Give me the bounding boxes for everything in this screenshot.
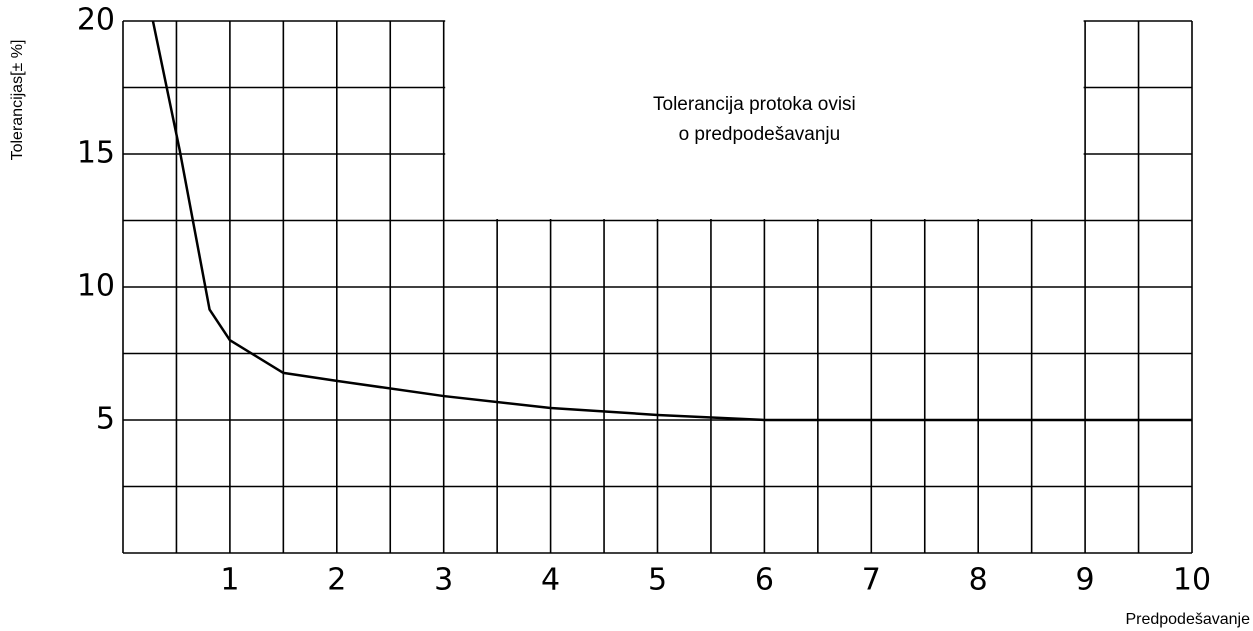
y-tick-label: 15 xyxy=(77,136,115,171)
annotation: o predpodešavanju xyxy=(679,124,841,145)
y-axis-label: Tolerancijas[± %] xyxy=(9,40,26,161)
x-tick-label: 5 xyxy=(648,563,667,598)
annotation-box xyxy=(445,17,1084,219)
y-tick-label: 10 xyxy=(77,269,115,304)
x-axis-label: Predpodešavanje xyxy=(1125,611,1250,628)
x-tick-label: 3 xyxy=(434,563,453,598)
y-tick-label: 5 xyxy=(96,402,115,437)
x-tick-label: 2 xyxy=(327,563,346,598)
line xyxy=(151,20,1192,422)
x-tick-label: 7 xyxy=(862,563,881,598)
annotation: Tolerancija protoka ovisi xyxy=(653,94,856,115)
x-tick-label: 8 xyxy=(969,563,988,598)
x-tick-label: 4 xyxy=(541,563,560,598)
x-tick-label: 9 xyxy=(1076,563,1095,598)
x-tick-label: 10 xyxy=(1173,563,1211,598)
x-tick-label: 1 xyxy=(220,563,239,598)
x-tick-label: 6 xyxy=(755,563,774,598)
y-tick-label: 20 xyxy=(77,3,115,38)
